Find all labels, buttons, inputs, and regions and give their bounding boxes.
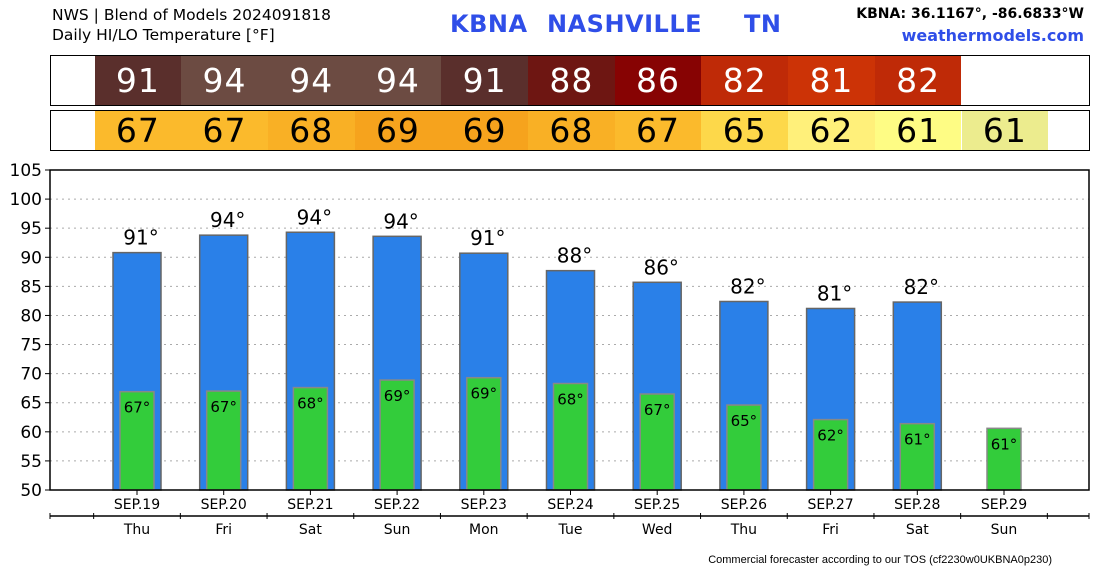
high-label: 91° xyxy=(123,226,158,250)
lo-cell: 67 xyxy=(181,111,268,150)
low-label: 69° xyxy=(384,387,411,405)
high-label: 88° xyxy=(557,244,592,268)
low-bar xyxy=(292,386,329,491)
low-label: 67° xyxy=(644,401,671,419)
low-label: 62° xyxy=(817,427,844,445)
x-weekday-label: Sat xyxy=(299,522,322,538)
high-label: 81° xyxy=(817,281,852,305)
station-id: KBNA xyxy=(450,10,528,38)
low-bar xyxy=(986,427,1022,491)
x-date-label: SEP.26 xyxy=(721,497,767,513)
x-weekday-label: Fri xyxy=(822,522,839,538)
y-tick-label: 90 xyxy=(20,248,42,268)
y-tick-label: 65 xyxy=(20,394,42,414)
y-tick-label: 55 xyxy=(20,452,42,472)
lo-cell: 61 xyxy=(874,111,962,150)
x-date-label: SEP.28 xyxy=(894,497,940,513)
lo-cell: 65 xyxy=(701,111,789,150)
x-weekday-label: Sun xyxy=(991,522,1018,538)
x-date-label: SEP.29 xyxy=(981,497,1027,513)
low-label: 69° xyxy=(471,385,498,403)
lo-cell: 61 xyxy=(961,111,1049,150)
low-label: 67° xyxy=(210,398,237,416)
hi-cell: 94 xyxy=(267,56,355,105)
plot-frame xyxy=(49,169,1090,491)
high-temperature-strip: 91 94 94 94 91 88 86 82 81 82 xyxy=(50,55,1090,106)
x-weekday-label: Thu xyxy=(730,522,757,538)
chart-subtitle: Daily HI/LO Temperature [°F] xyxy=(52,26,275,44)
low-bar xyxy=(899,422,936,491)
x-weekday-label: Sun xyxy=(384,522,411,538)
y-tick-label: 60 xyxy=(20,423,42,443)
low-label: 67° xyxy=(124,399,151,417)
high-label: 94° xyxy=(383,209,418,233)
y-tick-label: 100 xyxy=(10,190,42,210)
x-date-label: SEP.23 xyxy=(461,497,507,513)
high-label: 91° xyxy=(470,226,505,250)
high-label: 86° xyxy=(643,255,678,279)
high-label: 94° xyxy=(210,208,245,232)
x-weekday-label: Fri xyxy=(215,522,232,538)
hi-cell: 82 xyxy=(874,56,962,105)
y-tick-label: 50 xyxy=(20,481,42,501)
site-link[interactable]: weathermodels.com xyxy=(901,26,1084,45)
hi-cell: 94 xyxy=(181,56,268,105)
low-bar xyxy=(466,376,502,491)
x-weekday-label: Sat xyxy=(906,522,929,538)
x-date-label: SEP.27 xyxy=(807,497,853,513)
low-label: 65° xyxy=(731,412,758,430)
low-label: 61° xyxy=(991,435,1018,453)
low-bar xyxy=(119,390,155,491)
x-date-label: SEP.22 xyxy=(374,497,420,513)
x-date-label: SEP.24 xyxy=(547,497,593,513)
station-name: NASHVILLE xyxy=(547,10,703,38)
low-bar xyxy=(552,382,589,491)
x-weekday-label: Mon xyxy=(469,522,499,538)
y-tick-label: 85 xyxy=(20,277,42,297)
y-tick-label: 105 xyxy=(10,161,42,181)
hi-cell: 81 xyxy=(788,56,875,105)
low-label: 61° xyxy=(904,431,931,449)
hi-cell: 82 xyxy=(701,56,789,105)
high-label: 94° xyxy=(297,205,332,229)
y-tick-label: 80 xyxy=(20,306,42,326)
lo-cell: 68 xyxy=(528,111,615,150)
station-coordinates: KBNA: 36.1167°, -86.6833°W xyxy=(856,6,1084,22)
y-tick-label: 75 xyxy=(20,336,42,356)
footer-note: Commercial forecaster according to our T… xyxy=(708,554,1052,566)
hi-cell: 86 xyxy=(614,56,702,105)
x-date-label: SEP.21 xyxy=(287,497,333,513)
y-tick-label: 70 xyxy=(20,365,42,385)
x-weekday-label: Wed xyxy=(642,522,673,538)
x-weekday-label: Thu xyxy=(123,522,150,538)
low-bar xyxy=(205,390,242,491)
low-temperature-strip: 67 67 68 69 69 68 67 65 62 61 61 xyxy=(50,110,1090,151)
x-weekday-label: Tue xyxy=(558,522,583,538)
hi-cell: 91 xyxy=(94,56,182,105)
station-state: TN xyxy=(744,10,782,38)
high-label: 82° xyxy=(904,275,939,299)
hi-cell: 91 xyxy=(441,56,528,105)
hi-cell: 88 xyxy=(528,56,615,105)
low-label: 68° xyxy=(297,395,324,413)
lo-cell: 67 xyxy=(614,111,702,150)
x-date-label: SEP.20 xyxy=(201,497,247,513)
y-tick-label: 95 xyxy=(20,219,42,239)
low-bar xyxy=(726,404,762,491)
lo-cell: 62 xyxy=(788,111,875,150)
lo-cell: 69 xyxy=(354,111,442,150)
x-date-label: SEP.25 xyxy=(634,497,680,513)
x-date-label: SEP.19 xyxy=(114,497,160,513)
lo-cell: 67 xyxy=(94,111,182,150)
chart-title: NWS | Blend of Models 2024091818 xyxy=(52,6,331,24)
high-label: 82° xyxy=(730,274,765,298)
hi-cell: 94 xyxy=(354,56,442,105)
low-label: 68° xyxy=(557,391,584,409)
lo-cell: 69 xyxy=(441,111,528,150)
lo-cell: 68 xyxy=(267,111,355,150)
